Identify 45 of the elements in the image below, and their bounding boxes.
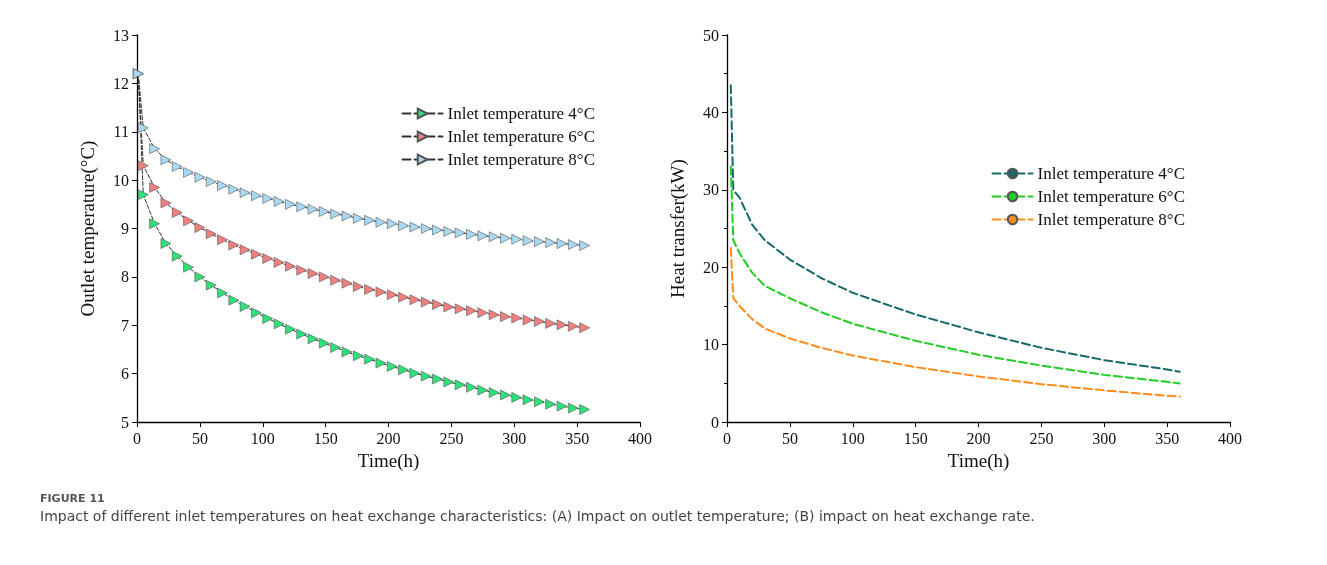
x-tick-label: 350: [1155, 429, 1180, 447]
y-tick-label: 9: [121, 220, 129, 238]
y-axis-title: Heat transfer(kW): [667, 159, 689, 298]
caption: FIGURE 11: [40, 492, 106, 505]
y-axis-title: Outlet temperature(°C): [77, 140, 99, 317]
y-tick-label: 12: [113, 74, 129, 92]
x-tick-label: 150: [313, 429, 338, 447]
y-tick-label: 10: [703, 336, 719, 354]
y-tick-label: 13: [113, 26, 129, 44]
x-tick-label: 100: [250, 429, 275, 447]
legend-label: Inlet temperature 6°C: [447, 127, 596, 146]
legend-label: Inlet temperature 4°C: [447, 104, 596, 123]
legend-label: Inlet temperature 8°C: [1037, 210, 1186, 229]
x-tick-label: 150: [903, 429, 928, 447]
legend-label: Inlet temperature 8°C: [447, 150, 596, 169]
x-tick-label: 400: [628, 429, 652, 447]
x-tick-label: 250: [1029, 429, 1054, 447]
x-tick-label: 0: [723, 429, 731, 447]
x-axis-title: Time(h): [357, 450, 420, 472]
x-tick-label: 50: [191, 429, 208, 447]
y-tick-label: 20: [703, 258, 719, 276]
y-tick-label: 5: [121, 413, 129, 431]
legend-label: Inlet temperature 6°C: [1037, 187, 1186, 206]
x-tick-label: 300: [502, 429, 527, 447]
y-tick-label: 30: [703, 181, 719, 199]
y-tick-label: 0: [711, 413, 719, 431]
x-tick-label: 250: [439, 429, 464, 447]
y-tick-label: 50: [703, 26, 719, 44]
y-tick-label: 11: [113, 123, 129, 141]
x-tick-label: 350: [565, 429, 590, 447]
y-tick-label: 8: [121, 268, 129, 286]
x-tick-label: 200: [966, 429, 991, 447]
text: Impact of different inlet temperatures on heat exchange characteristics: (A) Impact on outlet temperature; (B) impact on heat exchange rate.: [40, 508, 1036, 524]
legend-label: Inlet temperature 4°C: [1037, 164, 1186, 183]
x-tick-label: 300: [1092, 429, 1117, 447]
y-tick-label: 6: [121, 365, 129, 383]
x-axis-title: Time(h): [947, 450, 1010, 472]
x-tick-label: 400: [1218, 429, 1242, 447]
x-tick-label: 100: [840, 429, 865, 447]
y-tick-label: 40: [703, 103, 719, 121]
y-tick-label: 7: [121, 316, 129, 334]
x-tick-label: 200: [376, 429, 401, 447]
x-tick-label: 50: [781, 429, 798, 447]
y-tick-label: 10: [113, 171, 129, 189]
x-tick-label: 0: [133, 429, 141, 447]
